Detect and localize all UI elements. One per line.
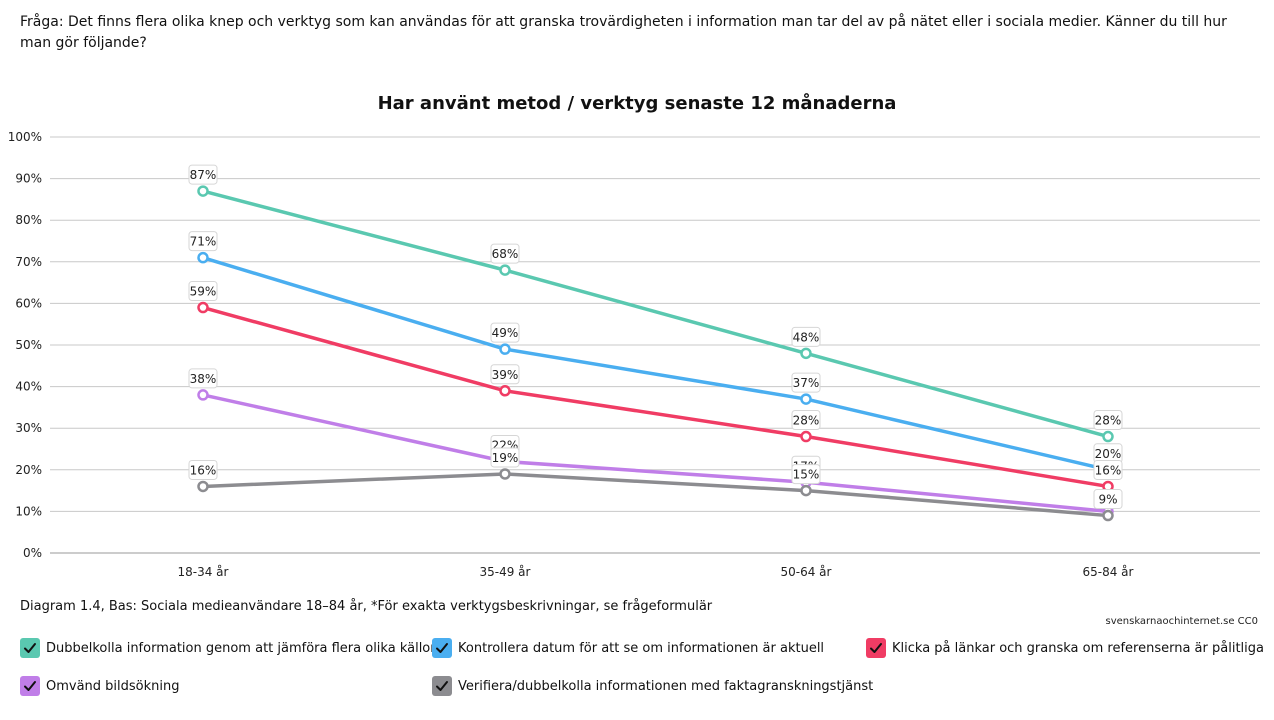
y-axis-ticks: 0% 10% 20% 30% 40% 50% 60% 70% 80% 90% 100%	[8, 130, 42, 560]
svg-text:87%: 87%	[190, 168, 217, 182]
svg-text:48%: 48%	[793, 330, 820, 344]
series-line	[202, 305, 1109, 489]
checkmark-icon	[432, 638, 452, 658]
data-label: 38%	[188, 368, 218, 389]
x-tick-label: 50-64 år	[781, 565, 832, 579]
legend-item: Dubbelkolla information genom att jämför…	[20, 638, 436, 658]
data-point	[499, 264, 511, 276]
series-line	[202, 255, 1109, 472]
checkmark-icon	[866, 638, 886, 658]
data-point	[197, 251, 209, 264]
legend-label: Kontrollera datum för att se om informat…	[458, 640, 825, 656]
line-chart: 0% 10% 20% 30% 40% 50% 60% 70% 80% 90% 100% 18-34 …	[8, 130, 1260, 579]
svg-text:9%: 9%	[1098, 493, 1117, 507]
data-label: 49%	[490, 322, 520, 343]
data-label: 59%	[188, 281, 218, 302]
checkmark-icon	[20, 676, 40, 696]
data-label: 28%	[1093, 410, 1123, 431]
x-tick-label: 35-49 år	[480, 565, 531, 579]
data-label: 16%	[188, 459, 218, 480]
data-point	[1102, 430, 1114, 443]
source-credit: svenskarnaochinternet.se CC0	[1105, 616, 1258, 627]
data-label: 37%	[791, 372, 821, 393]
series-line	[202, 393, 1109, 514]
data-point	[197, 389, 209, 401]
data-point	[499, 343, 511, 355]
legend-label: Dubbelkolla information genom att jämför…	[46, 640, 436, 656]
legend-item: Klicka på länkar och granska om referens…	[866, 638, 1264, 658]
data-label: 16%	[1093, 459, 1123, 480]
svg-text:16%: 16%	[1095, 463, 1122, 477]
data-point	[800, 393, 812, 405]
data-label: 19%	[490, 447, 520, 468]
x-axis-ticks: 18-34 år 35-49 år 50-64 år 65-84 år	[178, 565, 1134, 579]
svg-text:39%: 39%	[492, 368, 519, 382]
data-label: 20%	[1093, 443, 1123, 464]
y-tick-label: 0%	[23, 546, 42, 560]
data-label: 48%	[791, 326, 821, 347]
svg-text:15%: 15%	[793, 468, 820, 482]
data-point	[197, 480, 209, 493]
legend-item: Verifiera/dubbelkolla informationen med …	[432, 676, 873, 696]
data-label: 68%	[490, 243, 520, 264]
y-tick-label: 10%	[15, 504, 42, 518]
data-label: 15%	[791, 464, 821, 485]
y-tick-label: 80%	[15, 213, 42, 227]
y-tick-label: 30%	[15, 421, 42, 435]
y-tick-label: 20%	[15, 463, 42, 477]
data-label: 9%	[1093, 489, 1123, 510]
series-line	[202, 189, 1109, 439]
legend-item: Omvänd bildsökning	[20, 676, 180, 696]
chart-title: Har använt metod / verktyg senaste 12 må…	[377, 93, 897, 114]
data-label: 71%	[188, 231, 218, 252]
y-tick-label: 50%	[15, 338, 42, 352]
data-point	[197, 301, 209, 314]
series-line	[202, 472, 1109, 518]
x-tick-label: 65-84 år	[1083, 565, 1134, 579]
legend-item: Kontrollera datum för att se om informat…	[432, 638, 824, 658]
y-tick-label: 60%	[15, 296, 42, 310]
data-label: 28%	[791, 410, 821, 431]
legend-label: Verifiera/dubbelkolla informationen med …	[458, 678, 874, 694]
data-point	[800, 484, 812, 497]
svg-text:37%: 37%	[793, 376, 820, 390]
checkmark-icon	[432, 676, 452, 696]
data-point	[800, 347, 812, 360]
svg-text:59%: 59%	[190, 285, 217, 299]
y-tick-label: 70%	[15, 255, 42, 269]
svg-text:19%: 19%	[492, 451, 519, 465]
svg-text:16%: 16%	[190, 463, 217, 477]
footnote: Diagram 1.4, Bas: Sociala medieanvändare…	[20, 599, 713, 614]
legend-label: Omvänd bildsökning	[46, 678, 180, 694]
x-tick-label: 18-34 år	[178, 565, 229, 579]
data-labels: 87%68%48%28%71%49%37%20%59%39%28%16%38%2…	[188, 164, 1123, 510]
data-point	[800, 430, 812, 443]
data-point	[1102, 509, 1114, 522]
data-label: 87%	[188, 164, 218, 185]
svg-text:49%: 49%	[492, 326, 519, 340]
svg-text:68%: 68%	[492, 247, 519, 261]
svg-text:28%: 28%	[1095, 414, 1122, 428]
checkmark-icon	[20, 638, 40, 658]
data-point	[499, 385, 511, 397]
svg-text:38%: 38%	[190, 372, 217, 386]
gridlines	[50, 136, 1260, 554]
data-point	[197, 185, 209, 197]
data-label: 39%	[490, 364, 520, 385]
y-tick-label: 100%	[8, 130, 42, 144]
series-lines	[202, 189, 1109, 518]
data-point	[499, 468, 511, 480]
svg-text:20%: 20%	[1095, 447, 1122, 461]
svg-text:28%: 28%	[793, 414, 820, 428]
y-tick-label: 40%	[15, 380, 42, 394]
legend-label: Klicka på länkar och granska om referens…	[892, 640, 1264, 656]
svg-text:71%: 71%	[190, 235, 217, 249]
y-tick-label: 90%	[15, 172, 42, 186]
question-text: Fråga: Det finns flera olika knep och ve…	[20, 14, 1227, 51]
